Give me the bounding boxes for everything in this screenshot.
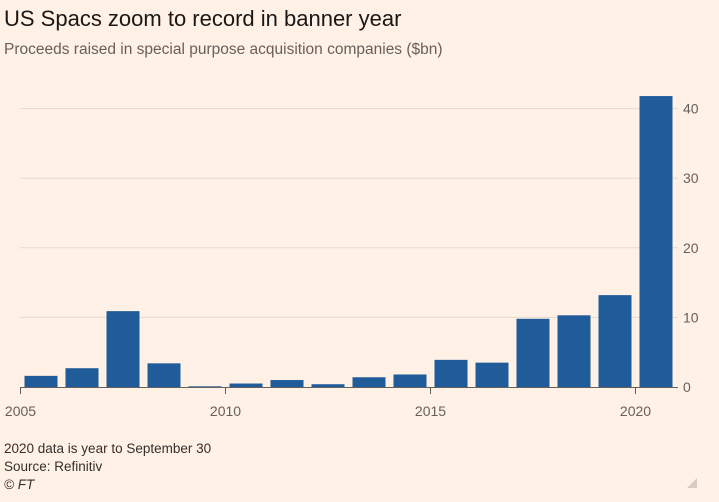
bar-2018	[557, 315, 591, 387]
footnote: 2020 data is year to September 30	[4, 441, 212, 456]
bar-2019	[598, 295, 632, 387]
y-tick-label: 10	[683, 309, 699, 325]
y-tick-label: 20	[683, 240, 699, 256]
resize-handle-icon[interactable]	[687, 478, 697, 488]
bar-2005	[24, 375, 58, 387]
bar-2008	[147, 363, 181, 387]
bar-chart: 0 10 20 30 40 2005 2010 2015 2020	[5, 96, 699, 419]
bar-2014	[393, 374, 427, 387]
bar-2016	[475, 362, 509, 387]
bar-2020	[639, 96, 673, 388]
gridlines	[20, 108, 678, 318]
bar-2007	[106, 311, 140, 387]
bar-2010	[229, 383, 263, 387]
bar-2015	[434, 359, 468, 387]
bar-2013	[352, 377, 386, 387]
y-tick-label: 30	[683, 170, 699, 186]
x-tick-label: 2010	[210, 403, 241, 419]
bar-2006	[65, 368, 99, 387]
bar-2017	[516, 318, 550, 387]
y-tick-label: 0	[683, 379, 691, 395]
x-tick-label: 2020	[620, 403, 651, 419]
chart-subtitle: Proceeds raised in special purpose acqui…	[4, 41, 443, 58]
ft-credit: © FT	[4, 477, 35, 492]
source-note: Source: Refinitiv	[4, 459, 103, 474]
bar-2009	[188, 386, 222, 387]
bar-2011	[270, 380, 304, 387]
y-tick-label: 40	[683, 101, 699, 117]
chart-title: US Spacs zoom to record in banner year	[4, 6, 402, 31]
bar-2012	[311, 384, 345, 387]
x-tick-label: 2015	[415, 403, 446, 419]
axes: 0 10 20 30 40 2005 2010 2015 2020	[5, 101, 699, 419]
x-tick-label: 2005	[5, 403, 36, 419]
bars	[24, 96, 673, 388]
